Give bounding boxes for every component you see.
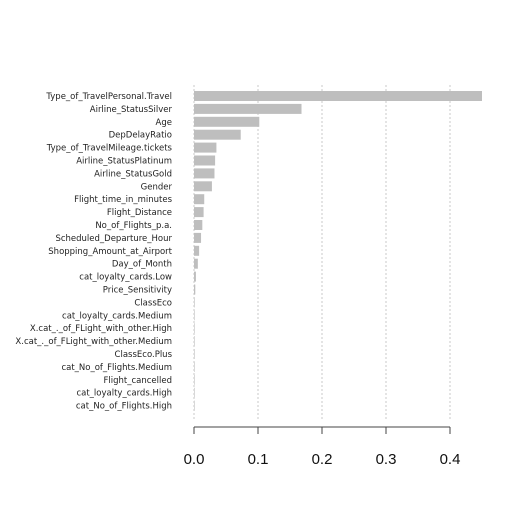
category-labels: Type_of_TravelPersonal.Travel Airline_Sta…: [15, 92, 172, 412]
category-label-23: Flight_cancelled: [104, 376, 173, 386]
category-label-22: cat_No_of_Flights.Medium: [61, 363, 172, 373]
bar-25: [194, 400, 195, 411]
bar-22: [194, 361, 195, 372]
category-label-25: cat_No_of_Flights.High: [76, 402, 172, 412]
bar-18: [194, 310, 195, 321]
bar-13: [194, 245, 200, 256]
category-label-12: Scheduled_Departure_Hour: [55, 234, 172, 244]
bar-2: [194, 103, 302, 114]
x-axis: 0.0 0.1 0.2 0.3 0.4: [184, 426, 461, 468]
bar-16: [194, 284, 196, 295]
bar-8: [194, 181, 212, 192]
x-tick-label-1: 0.1: [248, 451, 269, 468]
category-label-19: X.cat_._of_FLight_with_other.High: [30, 324, 172, 334]
category-label-3: Age: [156, 118, 172, 128]
category-label-6: Airline_StatusPlatinum: [76, 157, 172, 167]
bars: [194, 91, 482, 411]
bar-24: [194, 387, 195, 398]
category-label-18: cat_loyalty_cards.Medium: [62, 311, 172, 321]
bar-15: [194, 271, 196, 282]
category-label-5: Type_of_TravelMileage.tickets: [46, 144, 173, 154]
category-label-15: cat_loyalty_cards.Low: [79, 273, 172, 283]
bar-3: [194, 116, 260, 127]
category-label-14: Day_of_Month: [112, 260, 172, 270]
bar-1: [194, 91, 482, 101]
bar-6: [194, 155, 216, 166]
x-tick-label-0: 0.0: [184, 451, 205, 468]
bar-10: [194, 207, 204, 218]
category-label-24: cat_loyalty_cards.High: [76, 389, 172, 399]
category-label-9: Flight_time_in_minutes: [74, 195, 172, 205]
x-tick-label-3: 0.3: [376, 451, 397, 468]
bar-11: [194, 220, 203, 230]
bar-23: [194, 374, 195, 385]
bar-17: [194, 297, 195, 308]
category-label-4: DepDelayRatio: [109, 131, 172, 141]
bar-12: [194, 232, 202, 243]
bar-4: [194, 129, 241, 140]
bar-9: [194, 194, 205, 205]
bar-19: [194, 323, 195, 334]
bar-20: [194, 336, 195, 347]
category-label-20: X.cat_._of_FLight_with_other.Medium: [15, 337, 172, 347]
bar-5: [194, 142, 217, 153]
category-label-17: ClassEco: [134, 298, 172, 308]
category-label-2: Airline_StatusSilver: [90, 105, 173, 115]
bar-7: [194, 168, 215, 179]
category-label-8: Gender: [141, 182, 173, 192]
category-label-21: ClassEco.Plus: [115, 350, 173, 360]
x-tick-label-2: 0.2: [312, 451, 333, 468]
category-label-10: Flight_Distance: [107, 208, 172, 218]
category-label-13: Shopping_Amount_at_Airport: [48, 247, 172, 257]
category-label-11: No_of_Flights_p.a.: [95, 221, 172, 231]
bar-21: [194, 349, 195, 359]
x-tick-label-4: 0.4: [440, 451, 461, 468]
category-label-16: Price_Sensitivity: [103, 286, 172, 296]
bar-14: [194, 258, 198, 269]
category-label-7: Airline_StatusGold: [94, 169, 172, 179]
category-label-1: Type_of_TravelPersonal.Travel: [45, 92, 172, 102]
